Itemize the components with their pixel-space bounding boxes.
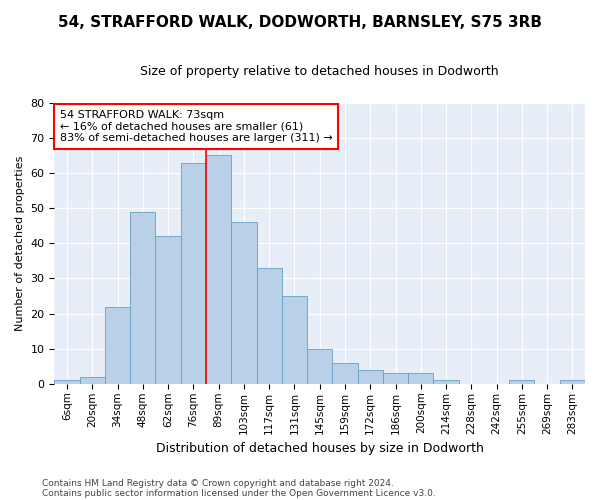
X-axis label: Distribution of detached houses by size in Dodworth: Distribution of detached houses by size … [156,442,484,455]
Bar [358,370,383,384]
Bar [257,268,282,384]
Bar [408,374,433,384]
Text: 54, STRAFFORD WALK, DODWORTH, BARNSLEY, S75 3RB: 54, STRAFFORD WALK, DODWORTH, BARNSLEY, … [58,15,542,30]
Bar [332,363,358,384]
Bar [155,236,181,384]
Bar [206,156,231,384]
Text: Contains public sector information licensed under the Open Government Licence v3: Contains public sector information licen… [42,488,436,498]
Bar [181,162,206,384]
Bar [282,296,307,384]
Bar [509,380,535,384]
Bar [560,380,585,384]
Y-axis label: Number of detached properties: Number of detached properties [15,156,25,331]
Bar [307,349,332,384]
Bar [130,212,155,384]
Title: Size of property relative to detached houses in Dodworth: Size of property relative to detached ho… [140,65,499,78]
Bar [433,380,458,384]
Bar [55,380,80,384]
Text: Contains HM Land Registry data © Crown copyright and database right 2024.: Contains HM Land Registry data © Crown c… [42,478,394,488]
Bar [80,377,105,384]
Bar [105,306,130,384]
Bar [231,222,257,384]
Text: 54 STRAFFORD WALK: 73sqm
← 16% of detached houses are smaller (61)
83% of semi-d: 54 STRAFFORD WALK: 73sqm ← 16% of detach… [60,110,332,143]
Bar [383,374,408,384]
